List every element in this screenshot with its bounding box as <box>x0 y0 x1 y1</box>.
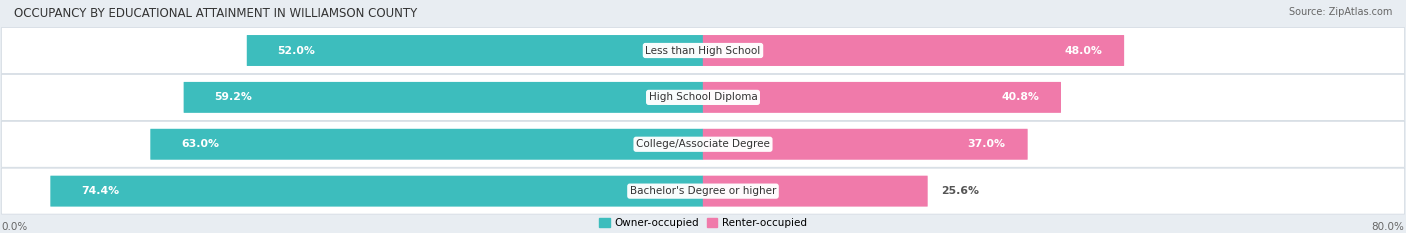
Text: 40.8%: 40.8% <box>1001 92 1039 102</box>
FancyBboxPatch shape <box>247 35 703 66</box>
Text: 63.0%: 63.0% <box>181 139 219 149</box>
FancyBboxPatch shape <box>150 129 703 160</box>
Text: Source: ZipAtlas.com: Source: ZipAtlas.com <box>1288 7 1392 17</box>
Text: 0.0%: 0.0% <box>1 222 28 232</box>
FancyBboxPatch shape <box>184 82 703 113</box>
FancyBboxPatch shape <box>1 74 1405 120</box>
Text: College/Associate Degree: College/Associate Degree <box>636 139 770 149</box>
Legend: Owner-occupied, Renter-occupied: Owner-occupied, Renter-occupied <box>595 214 811 233</box>
FancyBboxPatch shape <box>51 176 703 207</box>
Text: OCCUPANCY BY EDUCATIONAL ATTAINMENT IN WILLIAMSON COUNTY: OCCUPANCY BY EDUCATIONAL ATTAINMENT IN W… <box>14 7 418 20</box>
Text: 59.2%: 59.2% <box>215 92 253 102</box>
Text: Less than High School: Less than High School <box>645 45 761 55</box>
Text: 74.4%: 74.4% <box>82 186 120 196</box>
FancyBboxPatch shape <box>1 168 1405 214</box>
FancyBboxPatch shape <box>1 27 1405 73</box>
FancyBboxPatch shape <box>703 176 928 207</box>
Text: 52.0%: 52.0% <box>277 45 315 55</box>
FancyBboxPatch shape <box>703 129 1028 160</box>
Text: 25.6%: 25.6% <box>941 186 979 196</box>
Text: 37.0%: 37.0% <box>967 139 1005 149</box>
Text: High School Diploma: High School Diploma <box>648 92 758 102</box>
FancyBboxPatch shape <box>1 121 1405 167</box>
FancyBboxPatch shape <box>703 82 1062 113</box>
Text: 48.0%: 48.0% <box>1064 45 1102 55</box>
Text: 80.0%: 80.0% <box>1372 222 1405 232</box>
FancyBboxPatch shape <box>703 35 1125 66</box>
Text: Bachelor's Degree or higher: Bachelor's Degree or higher <box>630 186 776 196</box>
